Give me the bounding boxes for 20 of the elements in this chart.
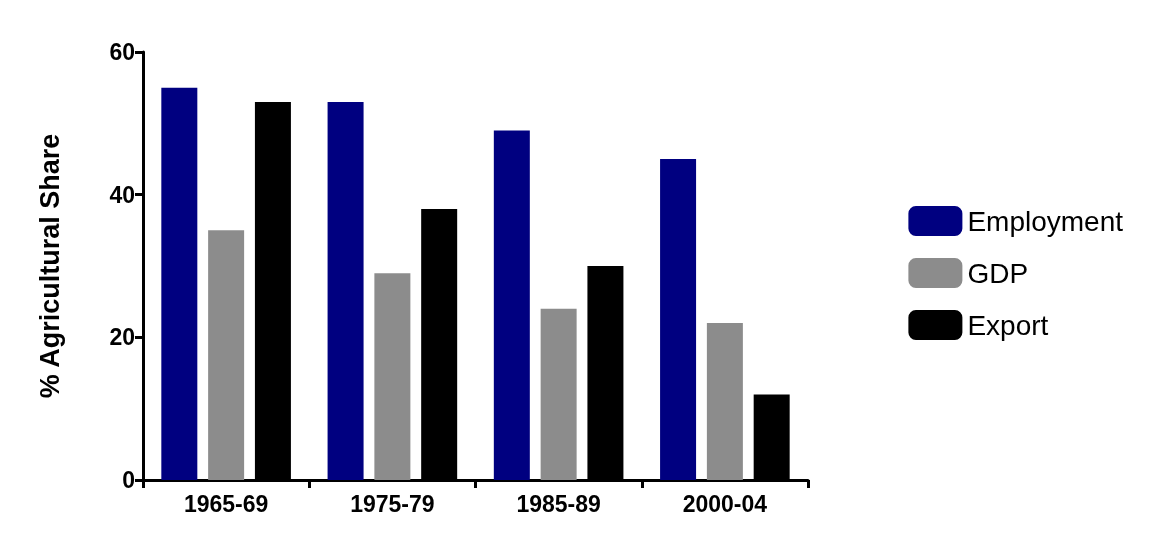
legend-label: Export — [967, 309, 1049, 341]
bar — [660, 159, 697, 480]
bar — [706, 323, 743, 480]
y-axis-title: % Agricultural Share — [34, 133, 65, 399]
legend-label: Employment — [967, 205, 1124, 237]
x-tick-label: 1965-69 — [183, 490, 269, 517]
bar — [540, 308, 577, 480]
bar — [374, 273, 411, 480]
bar — [208, 230, 245, 480]
bar — [493, 130, 530, 480]
x-tick-label: 1975-79 — [350, 490, 435, 517]
y-tick-label: 60 — [109, 39, 135, 65]
y-tick-label: 0 — [122, 467, 135, 493]
bar — [327, 101, 364, 480]
y-tick-label: 40 — [109, 181, 135, 208]
legend-label: GDP — [967, 257, 1029, 289]
x-tick-label: 2000-04 — [682, 490, 768, 517]
bar — [161, 87, 198, 480]
y-tick-label: 20 — [109, 324, 135, 351]
x-tick-label: 1985-89 — [516, 490, 601, 517]
